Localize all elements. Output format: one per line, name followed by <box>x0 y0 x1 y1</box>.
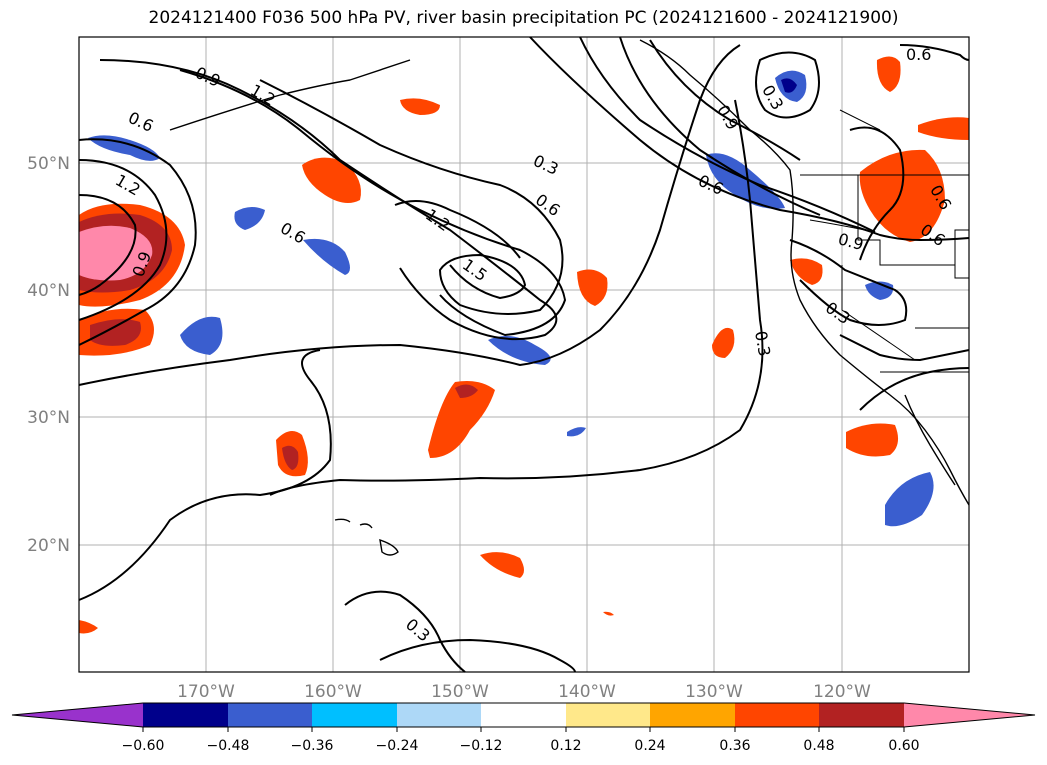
pv-contours <box>78 36 970 673</box>
colorbar-tick-label: 0.48 <box>803 738 834 754</box>
lat-label-20n: 20°N <box>27 536 70 556</box>
lat-label-40n: 40°N <box>27 281 70 301</box>
colorbar-tick-label: 0.36 <box>719 738 750 754</box>
graticule <box>79 37 969 672</box>
colorbar-tick-label: −0.12 <box>460 738 503 754</box>
colorbar-segment <box>819 703 904 727</box>
longitude-labels: 170°W 160°W 150°W 140°W 130°W 120°W <box>177 682 871 702</box>
contour-label: 0.6 <box>906 45 931 64</box>
colorbar-tick-label: −0.48 <box>207 738 250 754</box>
colorbar-tick-label: −0.24 <box>376 738 419 754</box>
colorbar-segment <box>566 703 650 727</box>
map-frame <box>78 36 970 673</box>
colorbar-segment <box>735 703 819 727</box>
colorbar-tick-label: −0.60 <box>122 738 165 754</box>
map-title: 2024121400 F036 500 hPa PV, river basin … <box>148 8 899 28</box>
lon-label-120w: 120°W <box>813 682 871 702</box>
lon-label-150w: 150°W <box>431 682 489 702</box>
colorbar-segment <box>312 703 397 727</box>
colorbar-extend-high <box>904 703 1035 727</box>
colorbar-tick-label: 0.24 <box>634 738 665 754</box>
lon-label-130w: 130°W <box>685 682 743 702</box>
latitude-labels: 50°N 40°N 30°N 20°N <box>27 154 70 556</box>
lon-label-140w: 140°W <box>558 682 616 702</box>
lat-label-50n: 50°N <box>27 154 70 174</box>
colorbar-segment <box>397 703 481 727</box>
colorbar-extend-low <box>12 703 143 727</box>
lon-label-170w: 170°W <box>177 682 235 702</box>
colorbar-tick-label: 0.12 <box>550 738 581 754</box>
colorbar-segment <box>228 703 312 727</box>
colorbar-tick-label: −0.36 <box>291 738 334 754</box>
political-borders <box>800 109 969 373</box>
colorbar: −0.60 −0.48 −0.36 −0.24 −0.12 0.12 0.24 … <box>11 702 1036 754</box>
colorbar-segment <box>481 703 566 727</box>
colorbar-segment <box>650 703 735 727</box>
lat-label-30n: 30°N <box>27 408 70 428</box>
coastlines <box>169 39 970 556</box>
colorbar-tick-label: 0.60 <box>888 738 919 754</box>
colorbar-segment <box>143 703 228 727</box>
lon-label-160w: 160°W <box>304 682 362 702</box>
contour-label: 0.3 <box>751 329 774 357</box>
colorbar-ticks <box>142 727 905 732</box>
precipitation-shading <box>79 56 969 634</box>
